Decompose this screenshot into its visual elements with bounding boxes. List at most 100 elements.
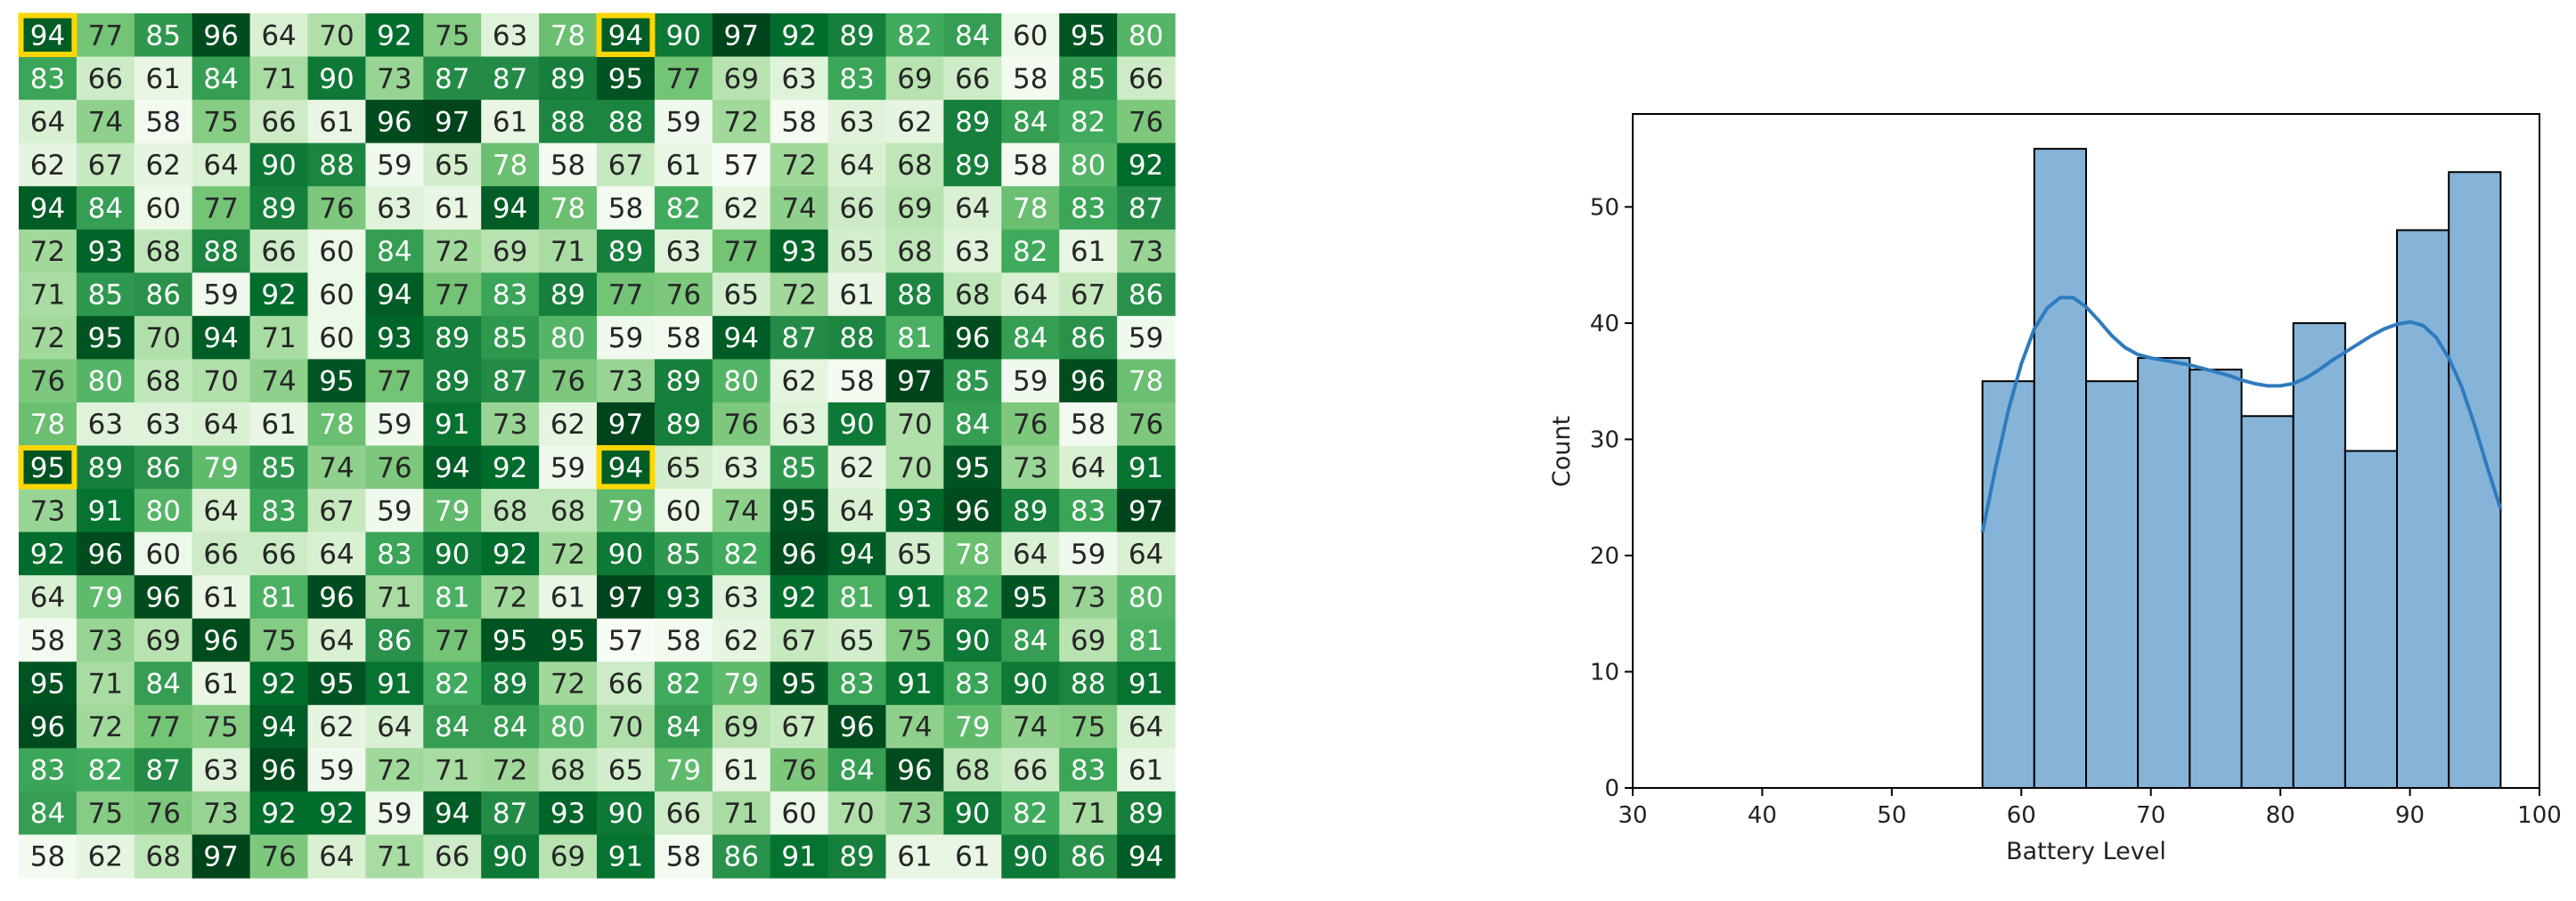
heatmap-cell-label: 71	[724, 798, 759, 830]
heatmap-cell-label: 79	[608, 495, 643, 527]
heatmap-cell	[134, 575, 193, 620]
heatmap-cell	[943, 142, 1002, 187]
heatmap-cell-label: 96	[377, 106, 412, 138]
heatmap-cell-label: 60	[319, 236, 354, 268]
heatmap-cell-label: 84	[839, 755, 874, 787]
heatmap-cell	[365, 704, 424, 749]
heatmap-cell-label: 94	[435, 798, 469, 830]
heatmap-cell	[712, 834, 771, 879]
heatmap-cell	[539, 618, 598, 662]
heatmap-cell-label: 75	[435, 20, 469, 52]
heatmap-cell	[1117, 618, 1176, 662]
heatmap-cell	[134, 359, 193, 403]
heatmap-cell	[654, 445, 713, 490]
heatmap-cell-label: 73	[203, 798, 238, 830]
heatmap-cell-label: 81	[1129, 625, 1163, 657]
x-tick-label: 80	[2266, 802, 2295, 829]
heatmap-cell-label: 66	[261, 106, 296, 138]
heatmap-cell-label: 57	[724, 150, 759, 182]
heatmap-cell	[76, 662, 135, 706]
heatmap-cell-label: 95	[955, 452, 990, 484]
heatmap-cell	[192, 748, 251, 792]
heatmap-cell-label: 69	[493, 236, 527, 268]
heatmap-cell	[654, 315, 713, 360]
heatmap-cell	[76, 618, 135, 662]
heatmap-cell-label: 85	[261, 452, 296, 484]
heatmap-cell	[943, 532, 1002, 576]
kde-curve	[1980, 296, 2503, 533]
heatmap-cell	[19, 834, 77, 879]
heatmap-cell-label: 59	[666, 106, 701, 138]
heatmap-cell-label: 90	[319, 63, 354, 95]
heatmap-cell-label: 66	[839, 192, 874, 224]
heatmap-cell-label: 77	[435, 280, 469, 312]
heatmap-cell-label: 79	[88, 581, 123, 613]
heatmap-cell	[539, 834, 598, 879]
heatmap-cell-label: 95	[1013, 581, 1048, 613]
heatmap-cell	[943, 704, 1002, 749]
heatmap-cell	[134, 13, 193, 58]
heatmap-cell-label: 67	[781, 625, 816, 657]
heatmap-cell	[481, 791, 540, 836]
heatmap-cell	[539, 748, 598, 792]
heatmap-cell	[423, 575, 482, 620]
heatmap-cell	[654, 834, 713, 879]
heatmap-cell-label: 65	[608, 755, 643, 787]
heatmap-cell-label: 68	[897, 150, 932, 182]
heatmap-cell	[539, 532, 598, 576]
heatmap-cell	[192, 662, 251, 706]
heatmap-cell	[597, 834, 656, 879]
heatmap-cell-label: 58	[666, 841, 701, 873]
heatmap-cell-label: 76	[30, 366, 65, 398]
heatmap-cell-label: 65	[839, 625, 874, 657]
heatmap-cell	[827, 791, 887, 836]
heatmap-cell-label: 85	[666, 539, 701, 571]
heatmap-cell-label: 91	[1129, 669, 1163, 701]
heatmap-cell-label: 77	[608, 280, 643, 312]
heatmap-cell-label: 73	[608, 366, 643, 398]
heatmap-cell-label: 93	[781, 236, 816, 268]
heatmap-cell	[423, 13, 482, 58]
y-tick-label: 40	[1590, 311, 1619, 337]
heatmap-cell	[423, 704, 482, 749]
heatmap-cell	[19, 402, 77, 447]
heatmap-cell-label: 68	[550, 495, 585, 527]
heatmap-cell-label: 91	[897, 669, 932, 701]
heatmap-cell	[539, 56, 598, 101]
heatmap-cell-label: 75	[88, 798, 123, 830]
heatmap-cell-label: 89	[1013, 495, 1048, 527]
heatmap-cell-label: 84	[666, 711, 701, 743]
heatmap-cell	[770, 315, 829, 360]
heatmap-cell-label: 64	[1013, 280, 1048, 312]
heatmap-cell	[712, 315, 771, 360]
heatmap-cell-label: 67	[1071, 280, 1105, 312]
heatmap-cell	[654, 575, 713, 620]
heatmap-cell	[423, 445, 482, 490]
heatmap-cell-label: 59	[203, 280, 238, 312]
heatmap-cell-label: 80	[550, 322, 585, 354]
heatmap-cell	[249, 272, 309, 317]
heatmap-cell	[943, 315, 1002, 360]
heatmap-cell	[539, 575, 598, 620]
heatmap-cell-label: 72	[781, 280, 816, 312]
heatmap-cell	[365, 834, 424, 879]
heatmap-cell-label: 69	[897, 63, 932, 95]
heatmap-cell-label: 94	[724, 322, 759, 354]
heatmap-cell	[770, 359, 829, 403]
heatmap-cell-label: 59	[1129, 322, 1163, 354]
heatmap-cell-label: 87	[1129, 192, 1163, 224]
heatmap-cell-label: 89	[955, 150, 990, 182]
heatmap-cell-label: 68	[955, 280, 990, 312]
heatmap-cell-label: 92	[30, 539, 65, 571]
heatmap-cell	[943, 748, 1002, 792]
heatmap-cell-label: 78	[30, 409, 65, 441]
heatmap-cell	[539, 662, 598, 706]
heatmap-cell-label: 72	[781, 150, 816, 182]
heatmap-cell	[770, 272, 829, 317]
heatmap-cell	[770, 56, 829, 101]
heatmap-cell-label: 90	[435, 539, 469, 571]
heatmap-cell	[654, 359, 713, 403]
heatmap-cell	[1117, 748, 1176, 792]
heatmap-cell-label: 95	[88, 322, 123, 354]
heatmap-cell	[481, 142, 540, 187]
